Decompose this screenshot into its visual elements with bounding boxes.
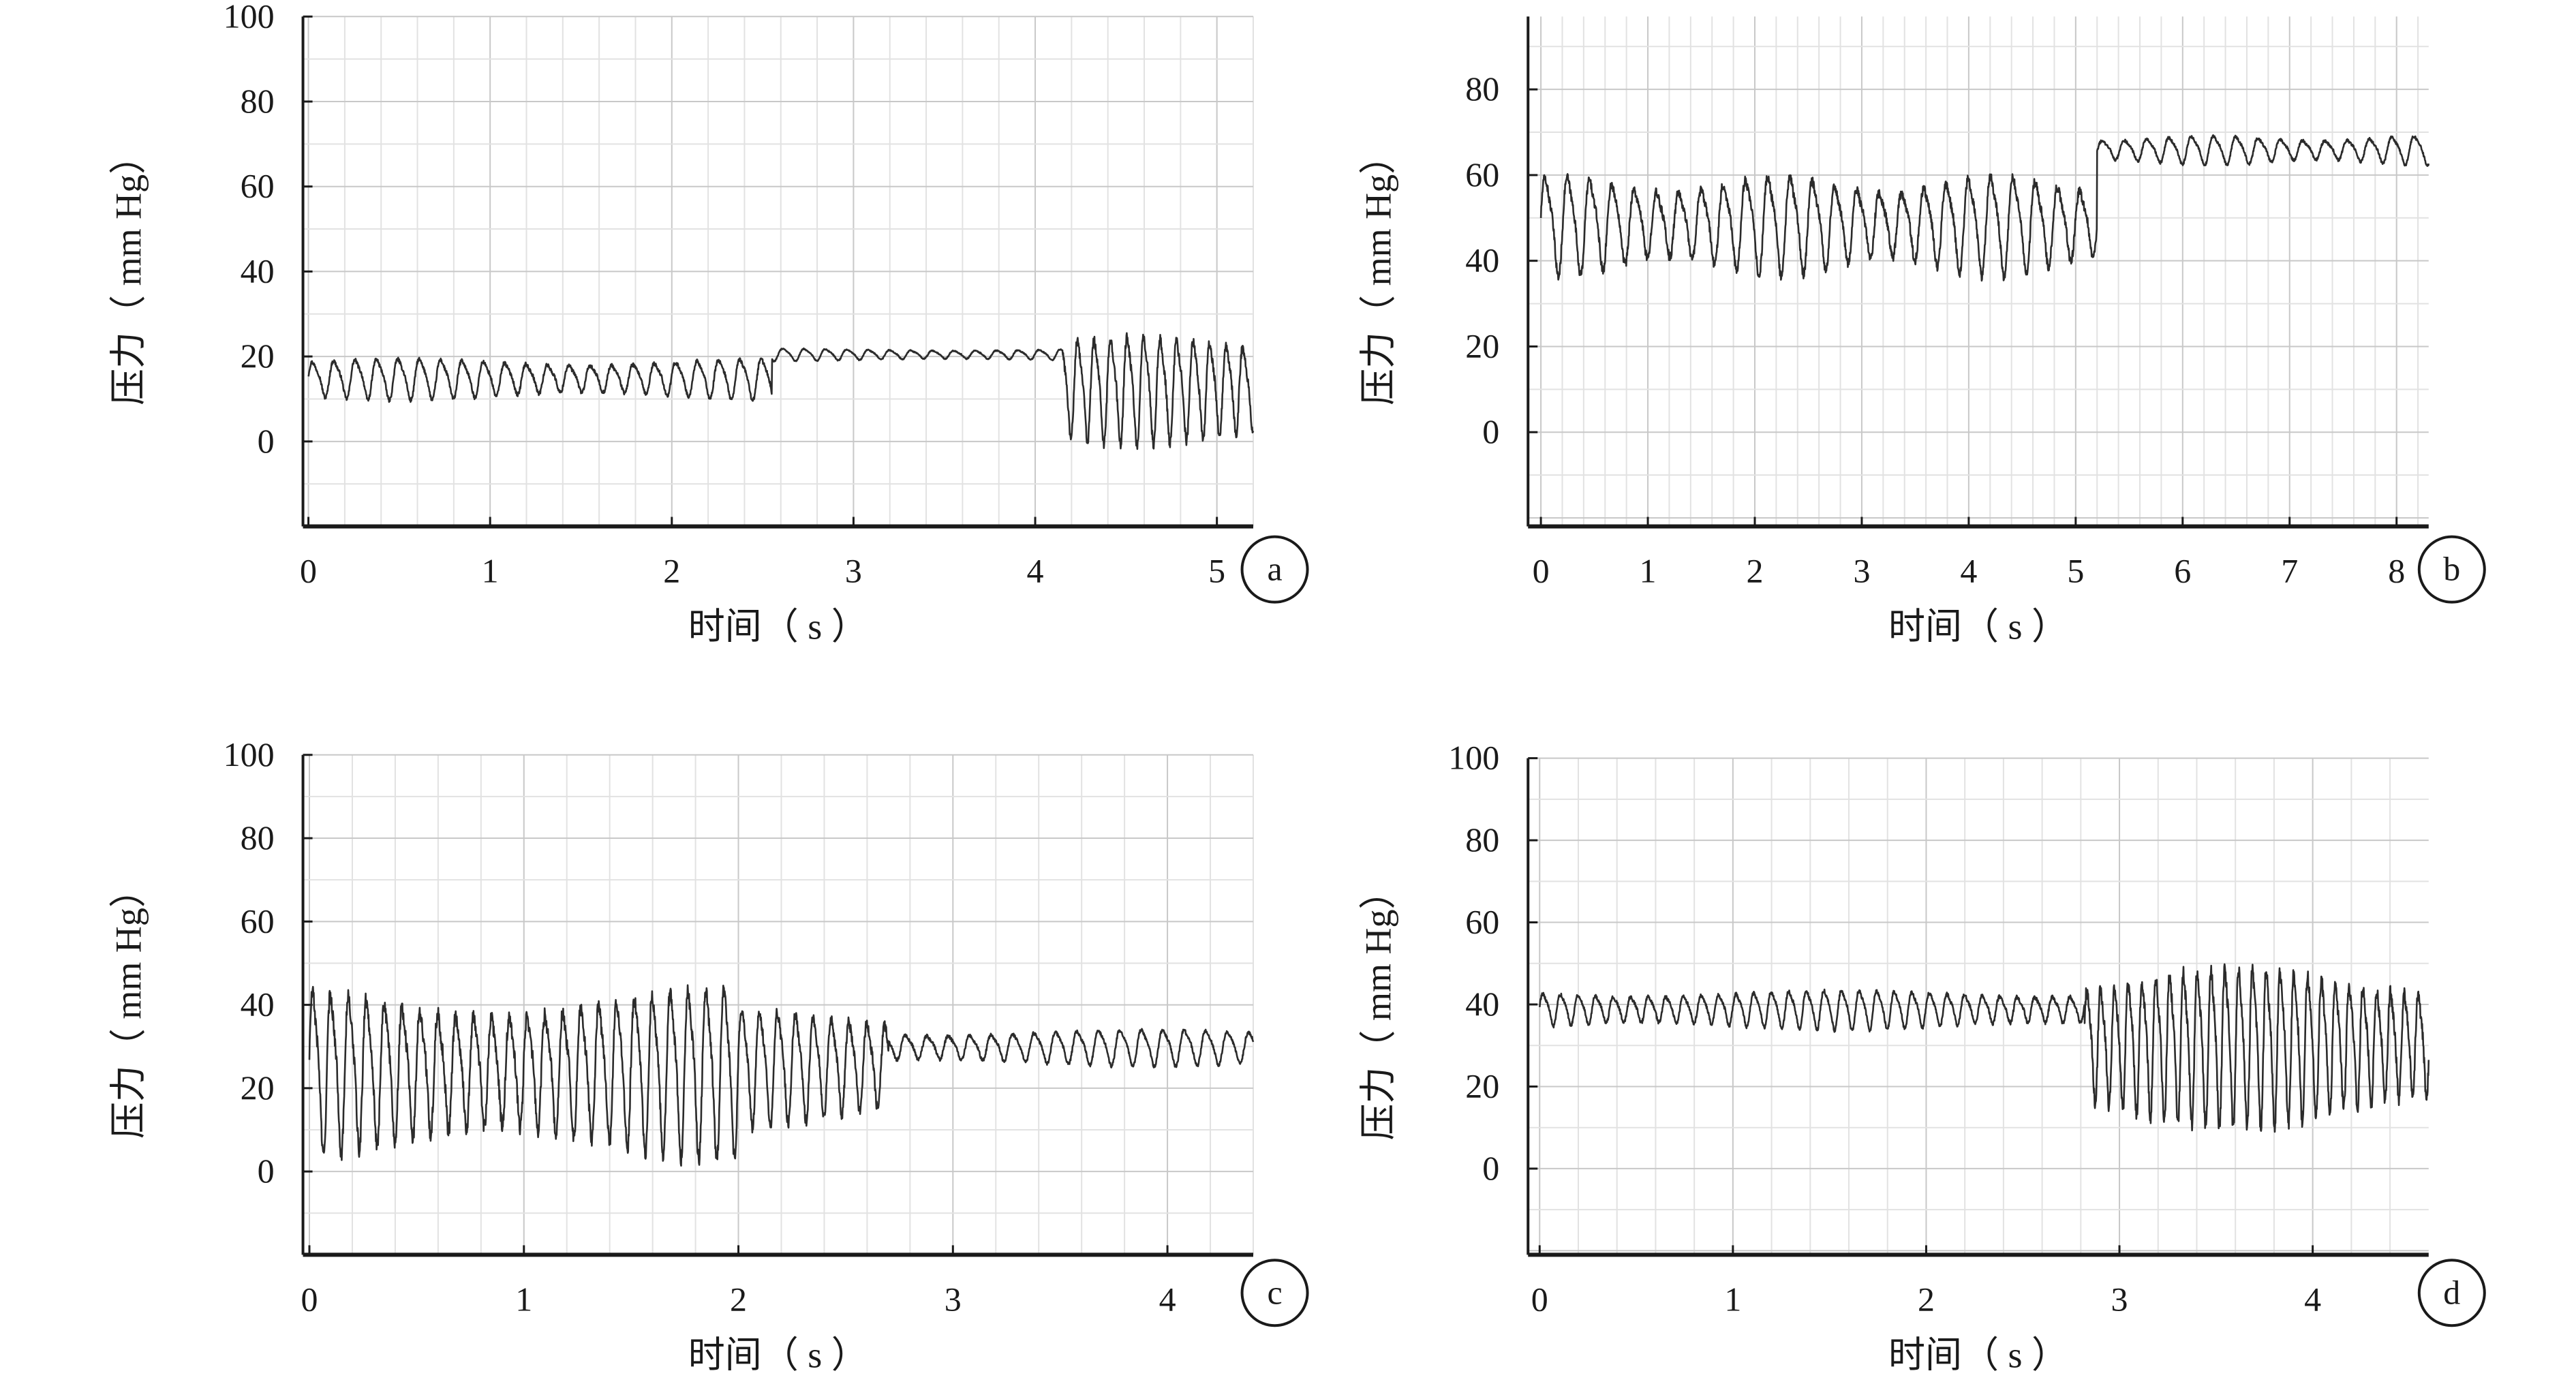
grid xyxy=(1528,16,2429,527)
x-tick-label: 1 xyxy=(1724,1280,1741,1318)
x-tick-label: 2 xyxy=(1746,552,1763,590)
x-tick-label: 5 xyxy=(1208,552,1225,590)
y-axis-title: 压力（ mm Hg） xyxy=(1358,138,1399,405)
chart-panel-d: 0 20 40 60 80 100 0 1 2 3 4 时间（ s ） 压力（ mm Hg） d xyxy=(1358,739,2486,1376)
x-tick-label: 8 xyxy=(2388,552,2405,590)
x-axis-title: 时间（ s ） xyxy=(1888,1335,2068,1376)
y-axis-title: 压力（ mm Hg） xyxy=(108,138,149,405)
x-tick-label: 1 xyxy=(1640,552,1657,590)
y-tick-label: 0 xyxy=(258,1152,275,1190)
pressure-series-line xyxy=(1539,963,2430,1133)
panel-letter: b xyxy=(2443,550,2460,588)
grid xyxy=(303,16,1254,527)
pressure-series-line xyxy=(307,332,1255,450)
y-tick-label: 40 xyxy=(241,251,275,290)
x-tick-label: 4 xyxy=(1159,1280,1176,1318)
y-tick-label: 80 xyxy=(1465,820,1499,859)
x-tick-label: 3 xyxy=(1853,552,1870,590)
x-tick-label: 3 xyxy=(2111,1280,2128,1318)
y-tick-label: 20 xyxy=(1465,1066,1499,1105)
y-tick-label: 0 xyxy=(1482,1149,1499,1187)
x-tick-label: 2 xyxy=(730,1280,747,1318)
chart-panel-c: 0 20 40 60 80 100 0 1 2 3 4 时间（ s ） 压力（ mm Hg） c xyxy=(108,735,1309,1376)
pressure-series-line xyxy=(308,984,1255,1167)
grid xyxy=(303,754,1254,1256)
panel-letter: a xyxy=(1267,550,1282,588)
x-tick-label: 1 xyxy=(515,1280,532,1318)
x-tick-label: 7 xyxy=(2281,552,2298,590)
x-tick-label: 0 xyxy=(1531,1280,1548,1318)
panel-letter: d xyxy=(2443,1273,2460,1311)
y-tick-label: 100 xyxy=(224,0,275,35)
x-tick-label: 0 xyxy=(300,552,317,590)
chart-panel-a: 0 20 40 60 80 100 0 1 2 3 4 5 时间（ s ） 压力（ mm Hg） a xyxy=(108,0,1309,647)
x-axis-title: 时间（ s ） xyxy=(688,606,868,647)
x-tick-label: 2 xyxy=(663,552,680,590)
panel-letter-circle xyxy=(2417,1259,2486,1327)
x-axis-title: 时间（ s ） xyxy=(1888,606,2068,647)
x-tick-label: 4 xyxy=(2304,1280,2321,1318)
panel-letter-circle xyxy=(2417,535,2486,604)
x-tick-label: 5 xyxy=(2067,552,2084,590)
panel-letter-circle xyxy=(1240,1259,1309,1327)
grid xyxy=(1528,757,2429,1255)
chart-panel-b: 0 20 40 60 80 0 1 2 3 4 5 6 7 8 时间（ s ） 压力（ mm Hg） b xyxy=(1358,16,2486,647)
y-tick-label: 80 xyxy=(241,82,275,120)
y-tick-label: 20 xyxy=(1465,326,1499,365)
y-tick-label: 0 xyxy=(1482,412,1499,450)
y-tick-label: 60 xyxy=(241,902,275,940)
panel-letter-circle xyxy=(1240,535,1309,604)
y-tick-label: 60 xyxy=(241,167,275,205)
x-tick-label: 0 xyxy=(301,1280,318,1318)
y-tick-label: 20 xyxy=(241,337,275,375)
y-tick-label: 60 xyxy=(1465,155,1499,194)
y-tick-label: 60 xyxy=(1465,903,1499,941)
y-tick-label: 80 xyxy=(241,818,275,857)
x-tick-label: 4 xyxy=(1027,552,1044,590)
y-tick-label: 100 xyxy=(1448,739,1499,777)
x-tick-label: 0 xyxy=(1533,552,1550,590)
x-tick-label: 6 xyxy=(2174,552,2191,590)
x-tick-label: 4 xyxy=(1960,552,1977,590)
y-tick-label: 80 xyxy=(1465,70,1499,108)
x-tick-label: 2 xyxy=(1918,1280,1935,1318)
y-axis-title: 压力（ mm Hg） xyxy=(1358,873,1399,1141)
x-axis-title: 时间（ s ） xyxy=(688,1335,868,1376)
y-tick-label: 0 xyxy=(258,422,275,460)
panel-letter: c xyxy=(1267,1273,1282,1311)
pressure-series-line xyxy=(1539,134,2430,282)
x-tick-label: 1 xyxy=(482,552,499,590)
y-tick-label: 40 xyxy=(241,985,275,1024)
x-tick-label: 3 xyxy=(845,552,862,590)
y-tick-label: 100 xyxy=(224,735,275,773)
x-tick-label: 3 xyxy=(945,1280,962,1318)
y-tick-label: 40 xyxy=(1465,985,1499,1023)
y-axis-title: 压力（ mm Hg） xyxy=(108,871,149,1139)
y-tick-label: 20 xyxy=(241,1068,275,1107)
y-tick-label: 40 xyxy=(1465,241,1499,279)
